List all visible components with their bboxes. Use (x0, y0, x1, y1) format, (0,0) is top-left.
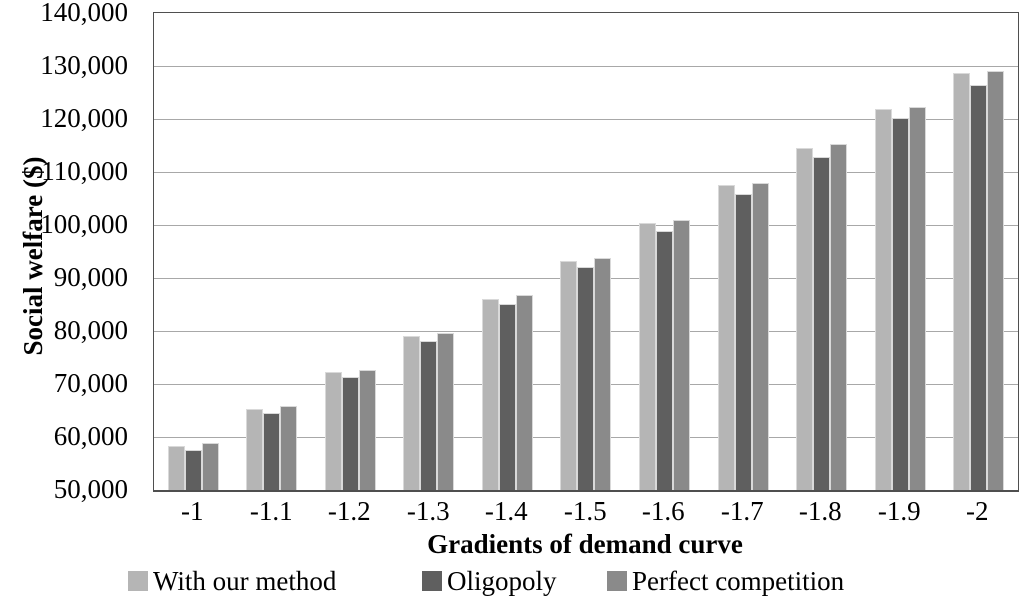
bar-oligopoly (577, 267, 595, 490)
plot-area (153, 12, 1019, 492)
bar-perfect-competition (830, 144, 848, 490)
y-axis-title: Social welfare ($) (18, 156, 48, 356)
bar-perfect-competition (437, 333, 455, 490)
x-tick-label: -1.2 (327, 496, 371, 526)
x-tick-label: -1.9 (877, 496, 921, 526)
legend-label: Oligopoly (447, 566, 557, 596)
bar-oligopoly (263, 413, 281, 490)
y-tick-label: 110,000 (41, 156, 128, 186)
y-tick-label: 140,000 (40, 0, 128, 27)
gridline (154, 172, 1018, 173)
gridline (154, 225, 1018, 226)
bar-oligopoly (734, 194, 752, 490)
gridline (154, 66, 1018, 67)
gridline (154, 119, 1018, 120)
bar-oligopoly (656, 231, 674, 490)
bar-group--1.4 (468, 13, 547, 490)
x-axis-title: Gradients of demand curve (427, 529, 743, 559)
bar-group--1.2 (311, 13, 390, 490)
legend-item-oligopoly: Oligopoly (422, 564, 557, 598)
bar-oligopoly (498, 304, 516, 490)
x-tick-label: -1 (181, 496, 204, 526)
y-tick-label: 80,000 (53, 315, 128, 345)
legend-item-with-our-method: With our method (128, 564, 336, 598)
bar-group--1.9 (861, 13, 940, 490)
y-tick-label: 90,000 (53, 262, 128, 292)
bar-with-our-method (560, 261, 578, 490)
bar-perfect-competition (987, 71, 1005, 490)
bar-with-our-method (481, 299, 499, 490)
bar-oligopoly (420, 341, 438, 490)
y-tick-label: 100,000 (40, 209, 128, 239)
bar-with-our-method (639, 223, 657, 490)
bar-perfect-competition (908, 107, 926, 490)
bar-oligopoly (184, 450, 202, 490)
y-tick-label: 120,000 (40, 103, 128, 133)
bar-with-our-method (167, 446, 185, 490)
y-tick-label: 130,000 (40, 50, 128, 80)
bar-perfect-competition (358, 370, 376, 490)
bar-group--1.6 (625, 13, 704, 490)
legend-swatch-with-our-method (128, 571, 148, 591)
bar-with-our-method (324, 372, 342, 490)
legend-label: Perfect competition (632, 566, 845, 596)
bar-perfect-competition (594, 258, 612, 490)
bar-perfect-competition (201, 443, 219, 490)
bar-oligopoly (891, 118, 909, 490)
x-tick-label: -1.8 (798, 496, 842, 526)
bar-oligopoly (341, 377, 359, 490)
bar-perfect-competition (751, 183, 769, 490)
x-tick-label: -2 (966, 496, 989, 526)
legend-swatch-perfect-competition (607, 571, 627, 591)
x-tick-label: -1.7 (720, 496, 764, 526)
y-tick-label: 70,000 (53, 368, 128, 398)
bar-group--1.7 (704, 13, 783, 490)
bar-with-our-method (246, 409, 264, 490)
bar-with-our-method (874, 109, 892, 490)
bar-group--1.1 (233, 13, 312, 490)
bar-with-our-method (717, 185, 735, 490)
bar-group--1.5 (547, 13, 626, 490)
bar-group--1.8 (782, 13, 861, 490)
legend-item-perfect-competition: Perfect competition (607, 564, 844, 598)
bar-oligopoly (970, 85, 988, 490)
bar-perfect-competition (280, 406, 298, 490)
bar-with-our-method (953, 73, 971, 490)
x-tick-label: -1.5 (563, 496, 607, 526)
bar-with-our-method (403, 336, 421, 490)
x-tick-label: -1.4 (484, 496, 528, 526)
bar-group--2 (939, 13, 1018, 490)
bar-perfect-competition (673, 220, 691, 490)
y-tick-label: 60,000 (53, 421, 128, 451)
bar-with-our-method (796, 148, 814, 490)
x-tick-label: -1.1 (249, 496, 293, 526)
bar-group--1.3 (390, 13, 469, 490)
bar-oligopoly (813, 157, 831, 490)
legend-label: With our method (153, 566, 337, 596)
bar-perfect-competition (515, 295, 533, 490)
x-tick-label: -1.6 (641, 496, 685, 526)
x-tick-label: -1.3 (406, 496, 450, 526)
y-tick-label: 50,000 (53, 474, 128, 504)
bar-group--1 (154, 13, 233, 490)
legend-swatch-oligopoly (422, 571, 442, 591)
